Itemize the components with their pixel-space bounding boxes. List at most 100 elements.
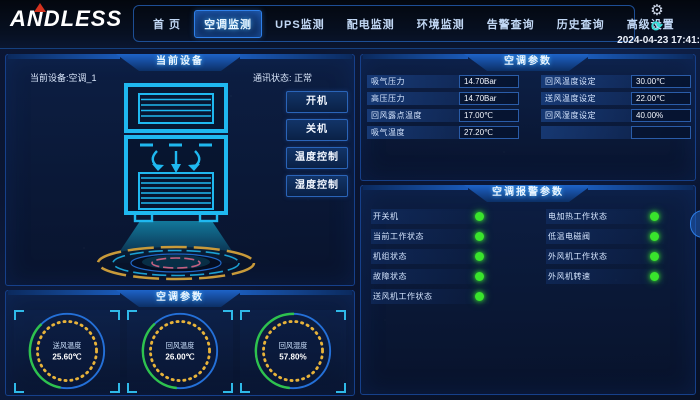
- param-value[interactable]: 40.00%: [631, 109, 691, 122]
- power-on-button[interactable]: 开机: [286, 91, 348, 113]
- alarm-label: 外风机工作状态: [548, 252, 608, 261]
- param-value[interactable]: 30.00℃: [631, 75, 691, 88]
- nav-item-alarm-query[interactable]: 告警查询: [486, 18, 535, 31]
- brand-logo: ANDLESS: [10, 3, 123, 32]
- status-green-dot: [650, 232, 659, 241]
- param-label: 高压压力: [371, 94, 405, 103]
- alarm-label: 外风机转速: [548, 272, 591, 281]
- alarm-row-heater-status: 电加热工作状态: [546, 209, 664, 224]
- param-row-suction-pressure: 吸气压力 14.70Bar: [367, 75, 519, 88]
- nav-item-env-monitor[interactable]: 环境监测: [416, 18, 465, 31]
- gauge-value: 26.00℃: [165, 353, 194, 362]
- param-row-supply-temp-setpoint: 送风温度设定 22.00℃: [541, 92, 691, 105]
- status-green-dot: [475, 292, 484, 301]
- param-row-suction-temp: 吸气温度 27.20℃: [367, 126, 519, 139]
- top-bar: ANDLESS 首 页 空调监测 UPS监测 配电监测 环境监测 告警查询 历史…: [0, 0, 700, 49]
- gauge-supply-air-temp: 送风温度 25.60℃: [14, 310, 120, 393]
- param-value: 14.70Bar: [459, 92, 519, 105]
- power-off-button[interactable]: 关机: [286, 119, 348, 141]
- temperature-control-button[interactable]: 温度控制: [286, 147, 348, 169]
- alarm-row-onoff: 开关机: [371, 209, 489, 224]
- alarm-row-lowtemp-solenoid: 低温电磁阀: [546, 229, 664, 244]
- alarm-label: 送风机工作状态: [373, 292, 433, 301]
- gauge-panel-header: 空调参数: [6, 290, 354, 307]
- ac-unit-illustration: [96, 83, 256, 281]
- alarm-panel-title: 空调报警参数: [464, 185, 592, 202]
- alarm-right-column: 电加热工作状态 低温电磁阀 外风机工作状态 外风机转速: [546, 209, 664, 289]
- param-row-high-pressure: 高压压力 14.70Bar: [367, 92, 519, 105]
- main-nav: 首 页 空调监测 UPS监测 配电监测 环境监测 告警查询 历史查询 高级设置: [133, 5, 674, 42]
- alarm-row-outdoor-fan-speed: 外风机转速: [546, 269, 664, 284]
- alarm-left-column: 开关机 当前工作状态 机组状态 故障状态 送风机工作状态: [371, 209, 489, 309]
- nav-item-power-monitor[interactable]: 配电监测: [346, 18, 395, 31]
- gauge-ring: 回风温度 26.00℃: [141, 312, 219, 390]
- ac-alarm-panel: 空调报警参数 开关机 当前工作状态 机组状态 故障状态 送风机工作状态: [360, 185, 696, 395]
- param-row-return-dewpoint-temp: 回风露点温度 17.00℃: [367, 109, 519, 122]
- gauge-panel: 空调参数 送风温度 25.60℃ 回风温度 26.00℃: [5, 290, 355, 396]
- alarm-label: 机组状态: [373, 252, 407, 261]
- gauge-value: 57.80%: [279, 353, 306, 362]
- refresh-icon[interactable]: ⟳: [651, 18, 663, 34]
- datetime-display: 2024-04-23 17:41:: [617, 35, 700, 46]
- param-value: 27.20℃: [459, 126, 519, 139]
- param-value[interactable]: 22.00℃: [631, 92, 691, 105]
- params-panel-header: 空调参数: [361, 54, 695, 71]
- alarm-row-outdoor-fan-status: 外风机工作状态: [546, 249, 664, 264]
- comm-status-label: 通讯状态: 正常: [252, 73, 312, 83]
- status-green-dot: [475, 212, 484, 221]
- alarm-label: 电加热工作状态: [548, 212, 608, 221]
- nav-item-ac-monitor[interactable]: 空调监测: [194, 9, 263, 38]
- param-label: 回风湿度设定: [545, 111, 596, 120]
- gauge-label: 送风温度: [53, 341, 82, 350]
- gauge-return-air-humidity: 回风湿度 57.80%: [240, 310, 346, 393]
- nav-item-advanced-settings[interactable]: 高级设置: [626, 18, 675, 31]
- current-device-label: 当前设备:空调_1: [30, 73, 97, 83]
- gauge-panel-title: 空调参数: [116, 290, 244, 307]
- logo-triangle-icon: [34, 3, 46, 12]
- status-green-dot: [475, 272, 484, 281]
- param-label: 送风温度设定: [545, 94, 596, 103]
- status-green-dot: [650, 272, 659, 281]
- alarm-row-supply-fan-status: 送风机工作状态: [371, 289, 489, 304]
- params-panel-title: 空调参数: [464, 54, 592, 71]
- alarm-row-unit-status: 机组状态: [371, 249, 489, 264]
- nav-item-home[interactable]: 首 页: [153, 18, 182, 31]
- gauge-ring: 回风湿度 57.80%: [254, 312, 332, 390]
- top-icon-group: ⚙ ⟳: [644, 2, 670, 34]
- alarm-label: 开关机: [373, 212, 399, 221]
- device-panel-header: 当前设备: [6, 54, 354, 71]
- param-label: 吸气温度: [371, 128, 405, 137]
- logo-text: ANDLESS: [10, 6, 123, 31]
- alarm-label: 当前工作状态: [373, 232, 424, 241]
- param-row-return-temp-setpoint: 回风温度设定 30.00℃: [541, 75, 691, 88]
- nav-item-history-query[interactable]: 历史查询: [556, 18, 605, 31]
- alarm-row-fault-status: 故障状态: [371, 269, 489, 284]
- ac-params-panel: 空调参数 吸气压力 14.70Bar 高压压力 14.70Bar 回风露点温度 …: [360, 54, 696, 181]
- status-green-dot: [650, 252, 659, 261]
- param-value: [631, 126, 691, 139]
- alarm-label: 故障状态: [373, 272, 407, 281]
- gauge-label: 回风湿度: [279, 341, 308, 350]
- gauge-value: 25.60℃: [52, 353, 81, 362]
- gauge-ring: 送风温度 25.60℃: [28, 312, 106, 390]
- param-row-empty: [541, 126, 691, 139]
- param-row-return-humidity-setpoint: 回风湿度设定 40.00%: [541, 109, 691, 122]
- param-label: 吸气压力: [371, 77, 405, 86]
- status-green-dot: [650, 212, 659, 221]
- gauge-return-air-temp: 回风温度 26.00℃: [127, 310, 233, 393]
- device-panel: 当前设备 当前设备:空调_1 通讯状态: 正常 开机 关机 温度控制 湿度控制: [5, 54, 355, 286]
- gauge-row: 送风温度 25.60℃ 回风温度 26.00℃ 回风湿度: [6, 310, 354, 393]
- params-left-column: 吸气压力 14.70Bar 高压压力 14.70Bar 回风露点温度 17.00…: [367, 75, 519, 143]
- humidity-control-button[interactable]: 湿度控制: [286, 175, 348, 197]
- device-panel-title: 当前设备: [116, 54, 244, 71]
- status-green-dot: [475, 232, 484, 241]
- alarm-label: 低温电磁阀: [548, 232, 591, 241]
- status-green-dot: [475, 252, 484, 261]
- param-value: 17.00℃: [459, 109, 519, 122]
- gauge-label: 回风温度: [166, 341, 195, 350]
- nav-item-ups-monitor[interactable]: UPS监测: [275, 18, 325, 31]
- param-label: 回风温度设定: [545, 77, 596, 86]
- alarm-row-current-work-status: 当前工作状态: [371, 229, 489, 244]
- gear-icon[interactable]: ⚙: [650, 2, 664, 19]
